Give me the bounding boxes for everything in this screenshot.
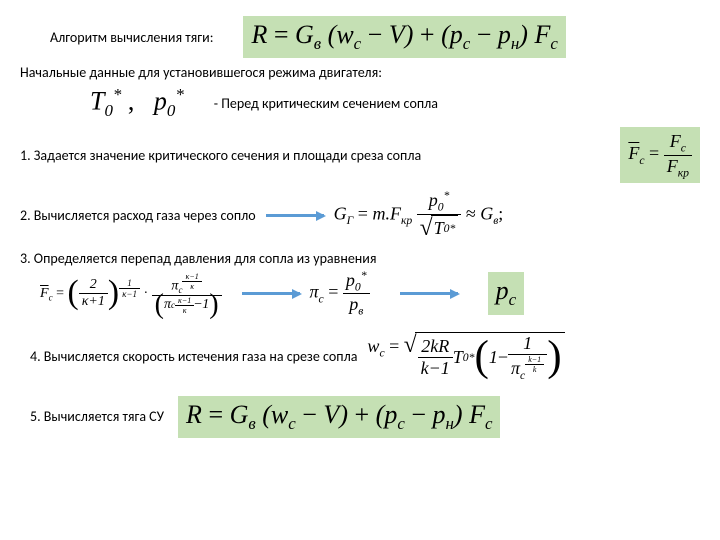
step2-text: 2. Вычисляется расход газа через сопло — [20, 207, 256, 224]
initial-formula: T0* , p0* — [90, 85, 184, 121]
step3-formula-mid: πc = p0* pв — [310, 269, 370, 318]
step2-row: 2. Вычисляется расход газа через сопло G… — [20, 189, 700, 242]
step3-formula-right: pс — [488, 272, 525, 314]
initial-row: T0* , p0* - Перед критическим сечением с… — [20, 85, 700, 121]
step5-row: 5. Вычисляется тяга СУ R = Gв (wc − V) +… — [20, 396, 700, 438]
step5-text: 5. Вычисляется тяга СУ — [30, 408, 164, 425]
subtitle: Начальные данные для установившегося реж… — [20, 64, 700, 81]
step4-row: 4. Вычисляется скорость истечения газа н… — [20, 332, 700, 382]
step4-formula: wc = 2kRk−1 T0* ( 1 − 1 πck−1k ) — [367, 332, 564, 382]
main-formula: R = Gв (wc − V) + (pc − pн) Fc — [243, 16, 565, 58]
arrow-icon — [266, 214, 324, 217]
step3-text: 3. Определяется перепад давления для соп… — [20, 250, 700, 267]
step1-formula: Fc = Fc Fкр — [620, 127, 700, 183]
step1-row: 1. Задается значение критического сечени… — [20, 127, 700, 183]
before-critical: - Перед критическим сечением сопла — [214, 95, 438, 112]
step3-formula-left: Fc = ( 2κ+1 )1κ−1 · πcκ−1κ ( πcκ−1κ −1 ) — [40, 272, 222, 315]
title-row: Алгоритм вычисления тяги: R = Gв (wc − V… — [20, 16, 700, 58]
step2-formula: GГ = m.Fкр p0* T0* ≈ Gв; — [334, 189, 504, 242]
step4-text: 4. Вычисляется скорость истечения газа н… — [30, 348, 357, 365]
step5-formula: R = Gв (wc − V) + (pc − pн) Fc — [178, 396, 500, 438]
step1-text: 1. Задается значение критического сечени… — [20, 147, 421, 164]
title: Алгоритм вычисления тяги: — [50, 29, 213, 46]
arrow-icon — [242, 292, 300, 295]
arrow-icon — [400, 292, 458, 295]
step3-row: Fc = ( 2κ+1 )1κ−1 · πcκ−1κ ( πcκ−1κ −1 )… — [20, 269, 700, 318]
